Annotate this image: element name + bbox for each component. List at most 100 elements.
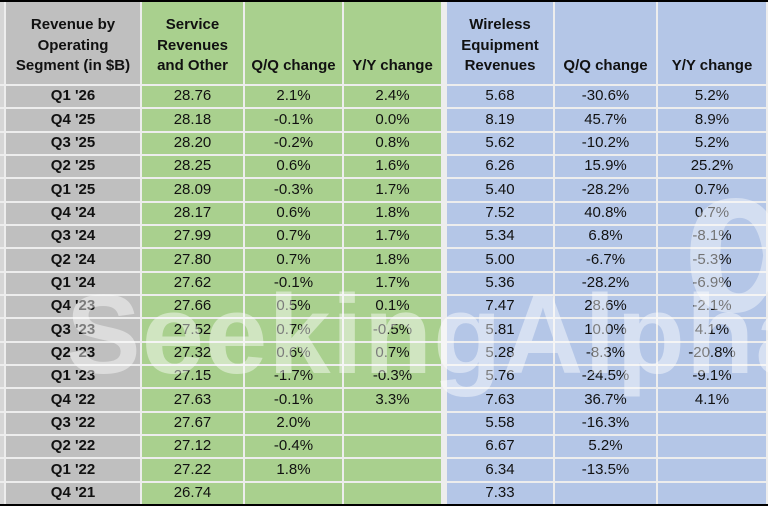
cell-service-yy-change [344,459,441,481]
cell-service-revenue: 28.18 [142,109,243,131]
cell-wireless-qq-change: 10.0% [555,319,656,341]
cell-wireless-qq-change: 6.8% [555,226,656,248]
group-divider [443,226,445,248]
cell-service-yy-change: 1.7% [344,226,441,248]
cell-quarter: Q3 '23 [6,319,140,341]
cell-service-revenue: 27.22 [142,459,243,481]
cell-wireless-yy-change: 5.2% [658,86,766,108]
cell-service-yy-change: 1.8% [344,249,441,271]
group-divider [443,202,445,224]
group-divider [443,459,445,481]
left-margin-strip [0,389,4,411]
left-margin-strip [0,436,4,458]
cell-service-yy-change: 0.8% [344,132,441,154]
cell-wireless-yy-change: 5.2% [658,132,766,154]
cell-service-yy-change: 2.4% [344,86,441,108]
left-margin-strip [0,179,4,201]
cell-wireless-qq-change: 28.6% [555,296,656,318]
left-margin-strip [0,412,4,434]
cell-quarter: Q1 '23 [6,366,140,388]
cell-service-revenue: 27.32 [142,342,243,364]
cell-quarter: Q4 '23 [6,296,140,318]
cell-wireless-revenue: 7.33 [447,482,553,504]
cell-wireless-qq-change: 45.7% [555,109,656,131]
group-divider [443,482,445,504]
cell-wireless-yy-change: -9.1% [658,366,766,388]
cell-wireless-revenue: 5.76 [447,366,553,388]
cell-wireless-yy-change [658,459,766,481]
cell-wireless-yy-change: 0.7% [658,202,766,224]
left-margin-strip [0,109,4,131]
cell-service-revenue: 27.67 [142,412,243,434]
left-margin-strip [0,2,4,84]
cell-service-revenue: 27.12 [142,436,243,458]
cell-wireless-revenue: 5.36 [447,272,553,294]
cell-wireless-qq-change: -24.5% [555,366,656,388]
cell-service-qq-change: 0.7% [245,226,342,248]
cell-quarter: Q3 '22 [6,412,140,434]
group-divider [443,249,445,271]
cell-wireless-qq-change: 15.9% [555,156,656,178]
cell-quarter: Q1 '25 [6,179,140,201]
cell-service-yy-change: 1.8% [344,202,441,224]
cell-service-revenue: 27.15 [142,366,243,388]
cell-quarter: Q1 '22 [6,459,140,481]
header-service-yy-change: Y/Y change [344,2,441,84]
cell-wireless-yy-change: -8.1% [658,226,766,248]
cell-quarter: Q4 '25 [6,109,140,131]
header-wireless-revenues: Wireless Equipment Revenues [447,2,553,84]
cell-quarter: Q4 '21 [6,482,140,504]
cell-wireless-revenue: 7.47 [447,296,553,318]
cell-wireless-qq-change: -10.2% [555,132,656,154]
left-margin-strip [0,202,4,224]
cell-quarter: Q4 '22 [6,389,140,411]
left-margin-strip [0,132,4,154]
cell-service-revenue: 27.62 [142,272,243,294]
cell-service-qq-change: -0.2% [245,132,342,154]
cell-service-qq-change: 0.6% [245,156,342,178]
cell-wireless-qq-change: 36.7% [555,389,656,411]
header-segment: Revenue by Operating Segment (in $B) [6,2,140,84]
cell-service-revenue: 28.76 [142,86,243,108]
left-margin-strip [0,459,4,481]
cell-service-qq-change: 1.8% [245,459,342,481]
cell-service-yy-change: 1.7% [344,272,441,294]
cell-quarter: Q1 '26 [6,86,140,108]
left-margin-strip [0,272,4,294]
cell-wireless-revenue: 6.67 [447,436,553,458]
cell-service-qq-change [245,482,342,504]
cell-wireless-yy-change: 4.1% [658,389,766,411]
group-divider [443,319,445,341]
cell-wireless-revenue: 5.34 [447,226,553,248]
group-divider [443,412,445,434]
cell-quarter: Q4 '24 [6,202,140,224]
cell-service-yy-change: -0.5% [344,319,441,341]
cell-service-qq-change: -0.4% [245,436,342,458]
left-margin-strip [0,342,4,364]
cell-wireless-revenue: 5.68 [447,86,553,108]
cell-service-qq-change: 0.6% [245,342,342,364]
group-divider [443,366,445,388]
group-divider [443,342,445,364]
cell-service-qq-change: 0.5% [245,296,342,318]
cell-service-qq-change: -0.1% [245,272,342,294]
group-divider [443,2,445,84]
cell-service-qq-change: -1.7% [245,366,342,388]
cell-wireless-qq-change: -16.3% [555,412,656,434]
cell-wireless-qq-change: 5.2% [555,436,656,458]
cell-service-yy-change [344,436,441,458]
group-divider [443,179,445,201]
cell-wireless-yy-change: -20.8% [658,342,766,364]
cell-service-qq-change: 0.6% [245,202,342,224]
cell-service-yy-change [344,412,441,434]
group-divider [443,436,445,458]
cell-quarter: Q2 '24 [6,249,140,271]
cell-service-qq-change: -0.1% [245,389,342,411]
cell-wireless-yy-change [658,412,766,434]
left-margin-strip [0,319,4,341]
cell-service-qq-change: 0.7% [245,249,342,271]
cell-wireless-revenue: 6.26 [447,156,553,178]
cell-wireless-yy-change: -2.1% [658,296,766,318]
left-margin-strip [0,226,4,248]
